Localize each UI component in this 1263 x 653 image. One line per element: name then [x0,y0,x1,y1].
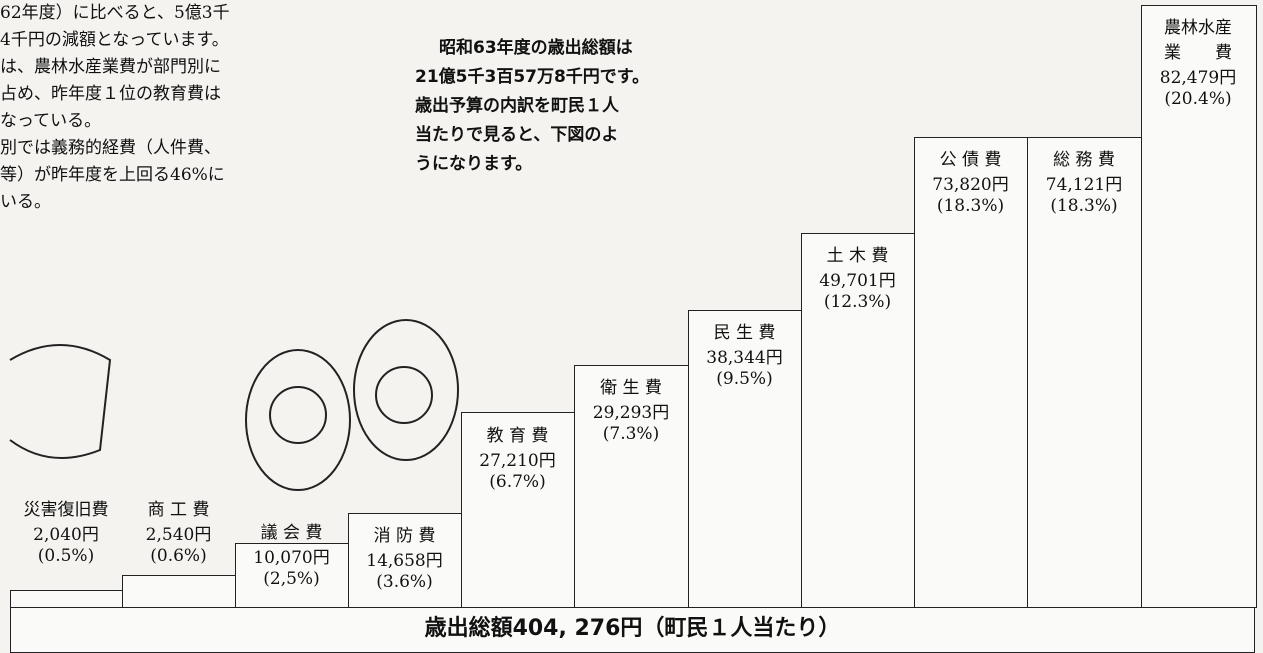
item-label: 農林水産業 費 82,479円(20.4%) [1141,18,1255,110]
item-name: 教 育 費 [461,426,574,447]
item-label: 教 育 費 27,210円(6.7%) [461,426,574,493]
item-percent: (0.6%) [122,546,235,567]
step-box [10,590,124,608]
item-name: 農林水産 [1141,18,1255,39]
illustration [376,367,432,423]
item-amount: 29,293円 [574,403,688,424]
item-percent: (6.7%) [461,472,574,493]
item-percent: (18.3%) [1027,196,1141,217]
item-amount: 2,040円 [10,525,122,546]
item-percent: (0.5%) [10,546,122,567]
item-amount: 49,701円 [801,271,914,292]
footer-total: 歳出総額404, 276円（町民１人当たり） [10,607,1255,653]
item-percent: (18.3%) [914,196,1027,217]
item-label: 土 木 費 49,701円(12.3%) [801,246,914,313]
item-percent: (7.3%) [574,424,688,445]
item-name: 土 木 費 [801,246,914,267]
item-name: 民 生 費 [688,323,801,344]
item-name: 衛 生 費 [574,378,688,399]
item-label: 議 会 費 10,070円(2,5%) [235,523,348,590]
item-amount: 10,070円 [235,548,348,569]
item-label: 消 防 費 14,658円(3.6%) [348,526,461,593]
item-name: 公 債 費 [914,150,1027,171]
item-label: 公 債 費 73,820円(18.3%) [914,150,1027,217]
item-amount: 74,121円 [1027,175,1141,196]
page: 62年度）に比べると、5億3千4千円の減額となっています。は、農林水産業費が部門… [0,0,1263,653]
item-name: 消 防 費 [348,526,461,547]
item-name: 業 費 [1141,43,1255,64]
item-name: 商 工 費 [122,500,235,521]
illustration [10,345,110,458]
item-amount: 27,210円 [461,451,574,472]
item-name: 災害復旧費 [10,500,122,521]
illustration [246,350,350,490]
item-amount: 73,820円 [914,175,1027,196]
item-percent: (3.6%) [348,572,461,593]
item-percent: (20.4%) [1141,89,1255,110]
item-name: 議 会 費 [235,523,348,544]
item-name: 総 務 費 [1027,150,1141,171]
item-label: 衛 生 費 29,293円(7.3%) [574,378,688,445]
item-amount: 82,479円 [1141,68,1255,89]
item-percent: (12.3%) [801,292,914,313]
item-amount: 38,344円 [688,348,801,369]
item-percent: (9.5%) [688,369,801,390]
item-amount: 14,658円 [348,551,461,572]
illustration [354,320,458,460]
item-percent: (2,5%) [235,569,348,590]
illustration [270,387,326,443]
item-label: 災害復旧費 2,040円(0.5%) [10,500,122,567]
item-amount: 2,540円 [122,525,235,546]
step-box [122,575,237,608]
item-label: 民 生 費 38,344円(9.5%) [688,323,801,390]
item-label: 総 務 費 74,121円(18.3%) [1027,150,1141,217]
item-label: 商 工 費 2,540円(0.6%) [122,500,235,567]
